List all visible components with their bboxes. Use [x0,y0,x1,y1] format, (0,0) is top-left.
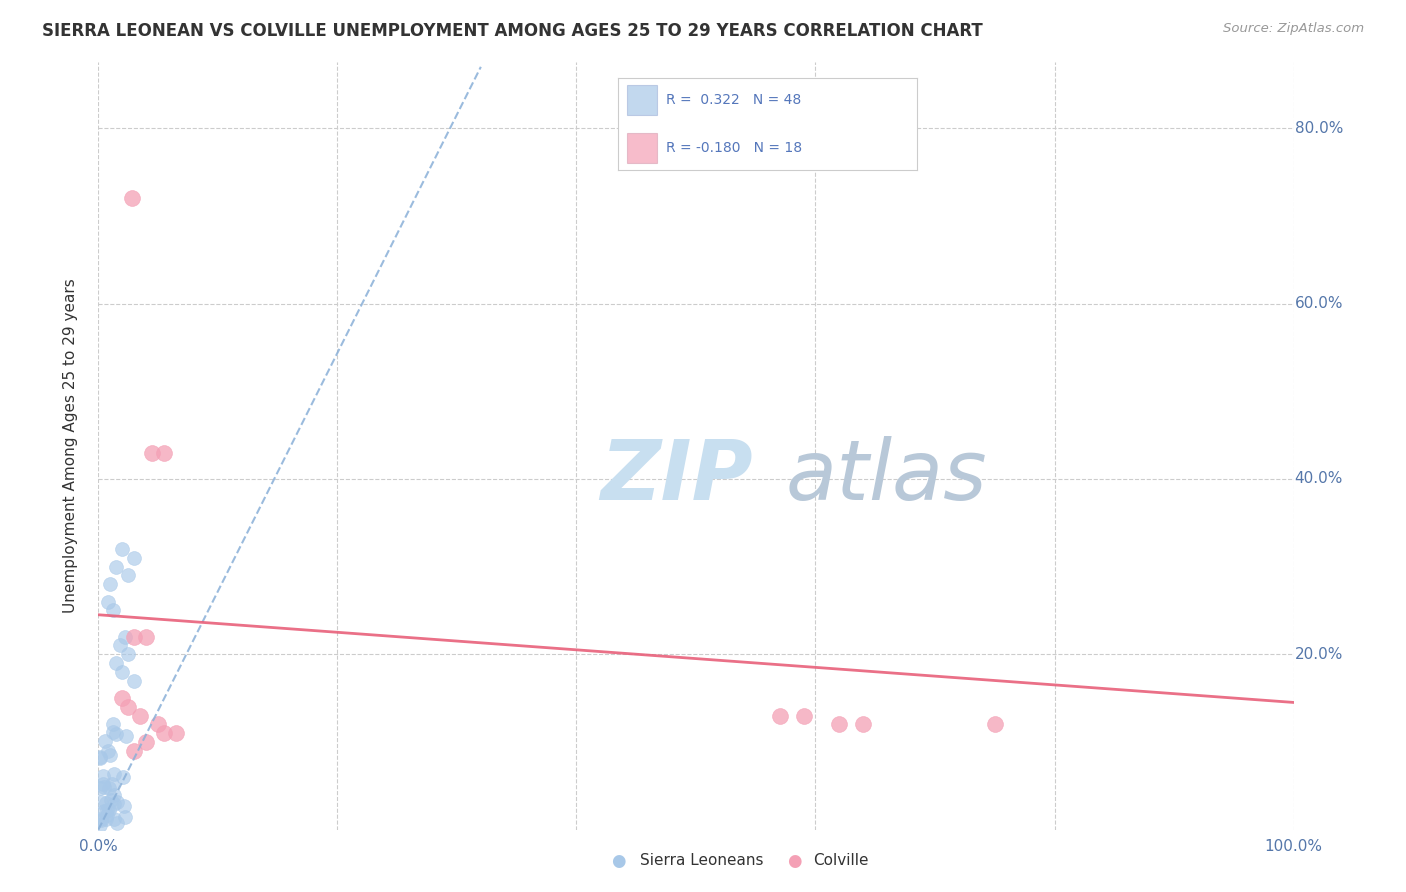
Point [114,630,136,644]
Point [100,777,122,791]
Point [97,803,120,817]
Point [105,727,128,741]
Y-axis label: Unemployment Among Ages 25 to 29 years: Unemployment Among Ages 25 to 29 years [63,278,77,614]
Point [98,577,122,591]
Point [103,788,125,802]
Point [89,780,111,795]
Point [93,780,115,794]
Point [129,708,152,723]
Text: atlas: atlas [786,436,987,517]
Point [94,796,117,810]
Point [105,559,128,574]
Point [121,191,143,205]
Point [89,750,111,764]
Text: Colville: Colville [813,854,868,868]
Text: 60.0%: 60.0% [1295,296,1343,311]
Point [153,445,176,459]
Point [135,630,157,644]
Point [108,639,131,653]
Point [117,647,139,661]
Point [91,776,114,790]
Point [97,744,120,758]
Point [96,808,118,822]
Point [124,630,146,644]
Point [101,724,124,739]
Point [89,818,111,832]
Point [124,744,146,758]
Point [96,803,118,817]
Point [93,805,115,819]
Point [89,812,111,826]
Point [852,717,875,731]
Point [103,797,125,811]
Point [153,726,176,740]
Point [111,770,134,784]
Text: ●: ● [612,852,626,870]
Point [114,730,136,744]
Point [111,541,134,556]
Point [165,726,187,740]
Text: SIERRA LEONEAN VS COLVILLE UNEMPLOYMENT AMONG AGES 25 TO 29 YEARS CORRELATION CH: SIERRA LEONEAN VS COLVILLE UNEMPLOYMENT … [42,22,983,40]
Point [117,568,139,582]
Point [101,603,124,617]
Point [111,665,134,679]
Text: Sierra Leoneans: Sierra Leoneans [640,854,763,868]
Text: 80.0%: 80.0% [1295,120,1343,136]
Point [124,550,146,565]
Point [117,699,139,714]
Point [103,766,125,780]
Point [90,813,112,827]
Text: ZIP: ZIP [600,436,754,517]
Point [100,793,122,807]
Point [103,812,125,826]
Point [91,769,114,783]
Point [141,445,163,459]
Point [105,815,128,830]
Text: ●: ● [787,852,801,870]
Point [90,795,112,809]
Point [97,780,120,795]
Point [124,673,146,688]
Point [148,717,170,731]
Point [105,795,128,809]
Text: 20.0%: 20.0% [1295,647,1343,662]
Point [97,594,120,608]
Point [89,751,111,765]
Text: 40.0%: 40.0% [1295,471,1343,486]
Point [984,717,1007,731]
Point [793,708,815,723]
Point [111,691,134,706]
Point [94,734,117,748]
Text: Source: ZipAtlas.com: Source: ZipAtlas.com [1223,22,1364,36]
Point [101,717,124,731]
Point [94,812,117,826]
Point [135,735,157,749]
Point [828,717,851,731]
Point [114,810,136,824]
Point [768,708,790,723]
Point [98,747,121,762]
Point [112,799,135,814]
Point [105,656,128,670]
